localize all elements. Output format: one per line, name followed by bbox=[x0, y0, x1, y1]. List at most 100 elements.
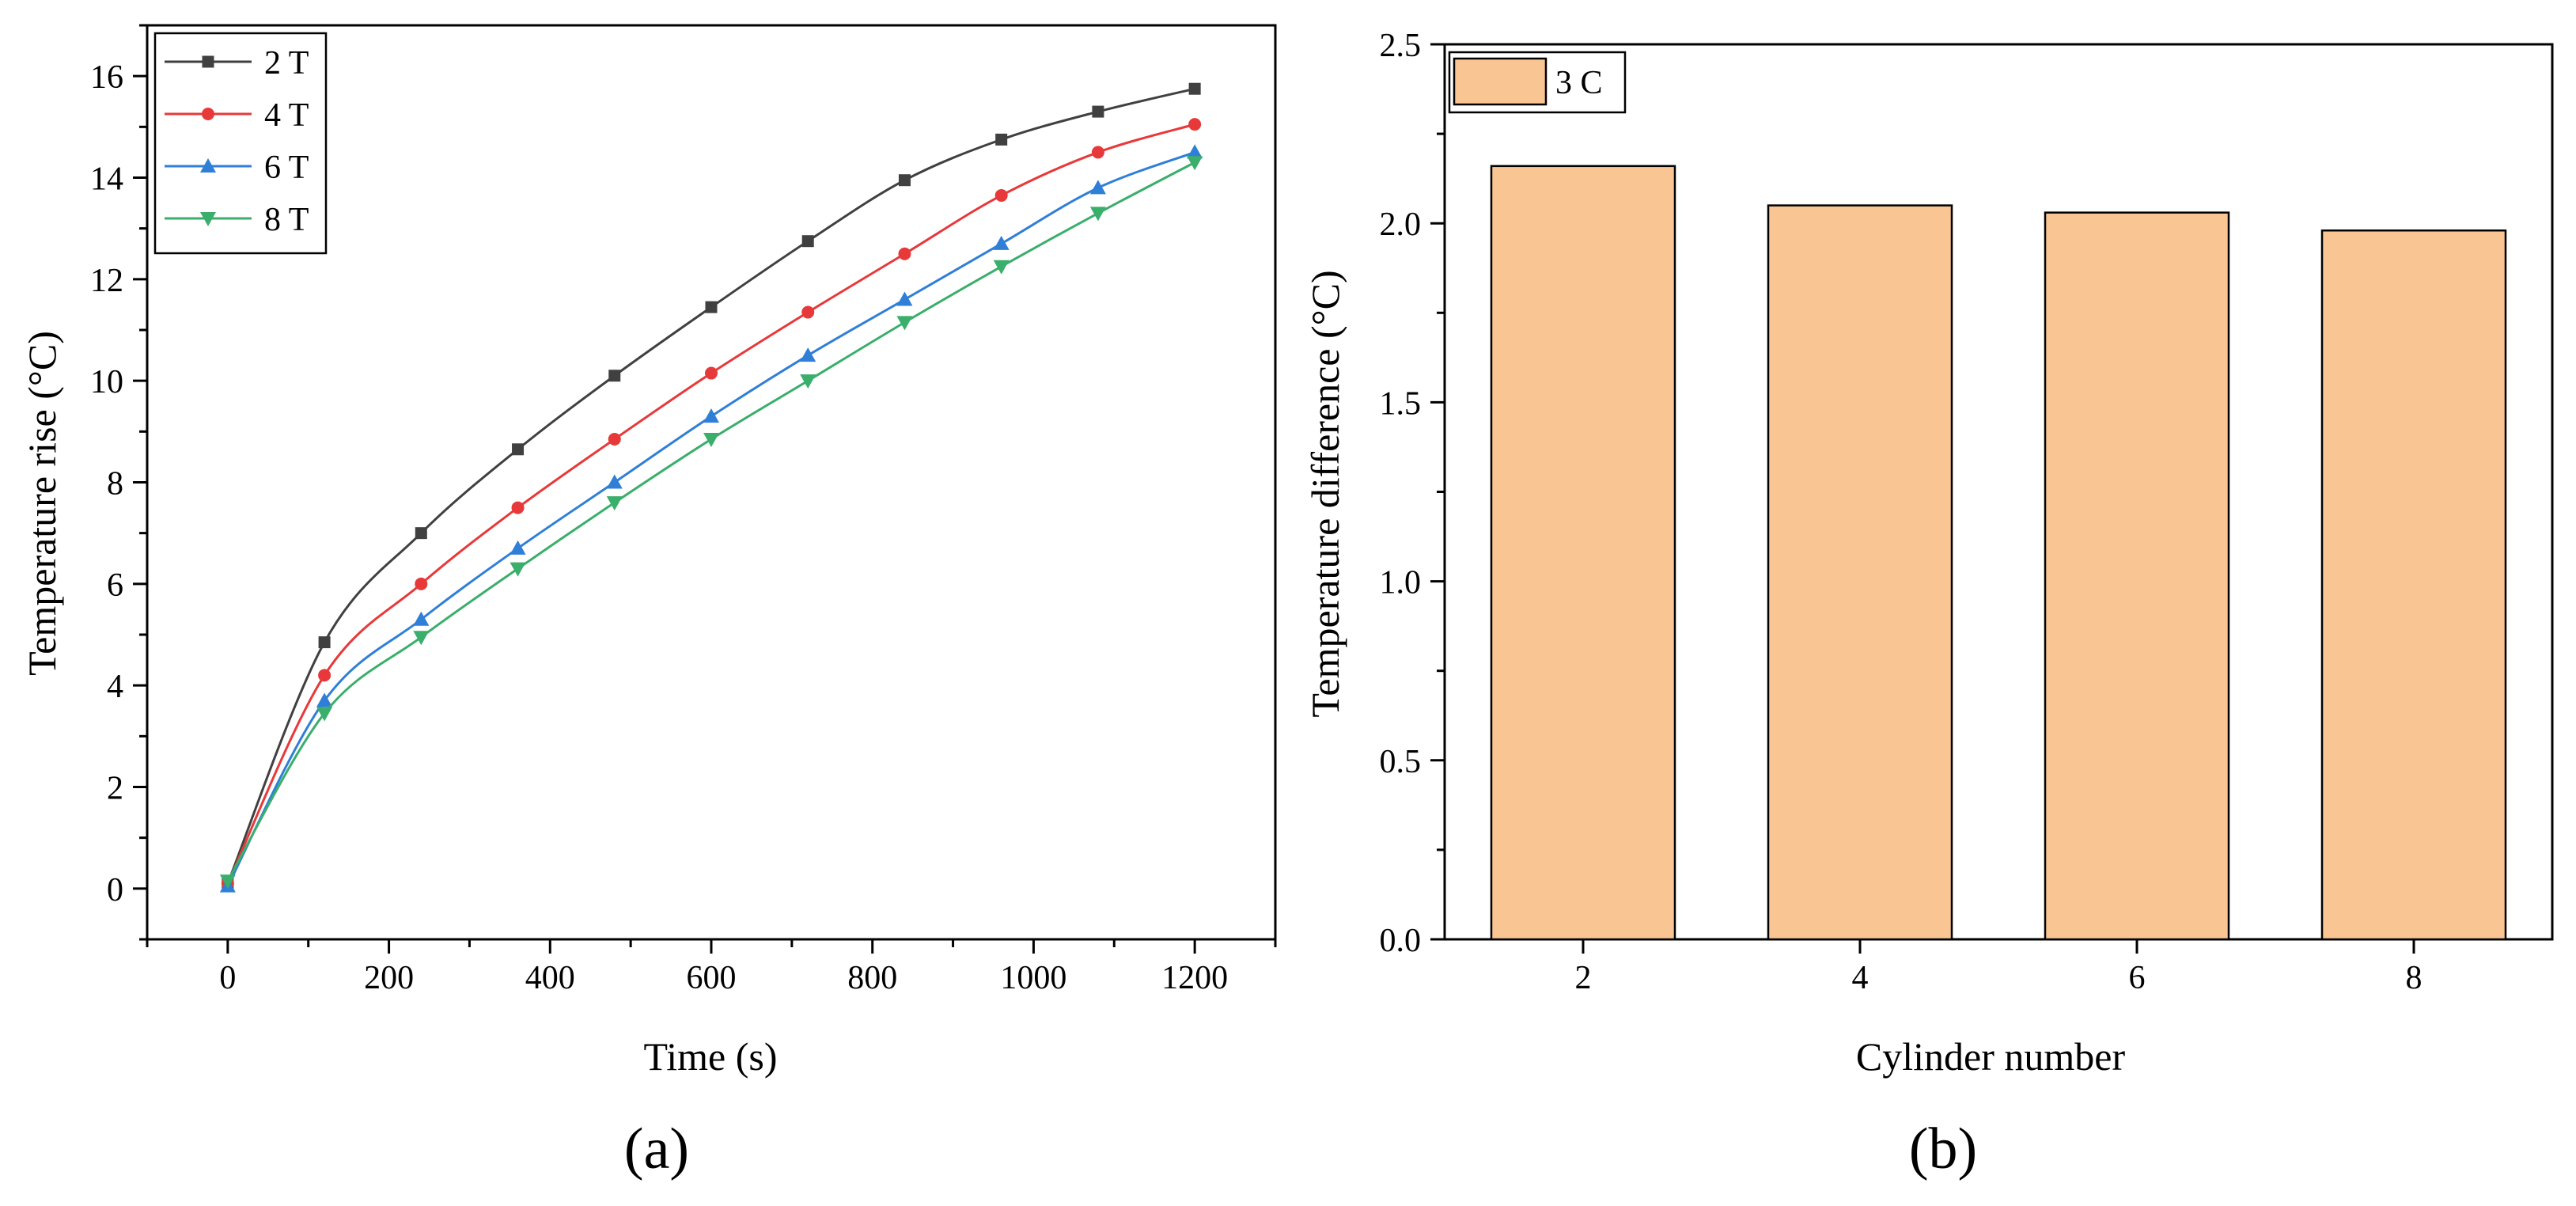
data-point bbox=[898, 247, 911, 260]
series-line bbox=[226, 161, 1195, 882]
y-tick-label-a: 14 bbox=[90, 161, 123, 198]
data-point bbox=[994, 188, 1008, 202]
y-tick-label-a: 10 bbox=[90, 364, 123, 400]
data-point bbox=[898, 174, 911, 187]
data-point bbox=[606, 496, 623, 511]
y-tick-label-a: 4 bbox=[107, 669, 123, 705]
y-tick-label-b: 2.5 bbox=[1380, 28, 1422, 64]
data-point bbox=[606, 474, 623, 489]
y-tick-label-b: 2.0 bbox=[1380, 207, 1422, 243]
data-point bbox=[800, 374, 816, 389]
data-point bbox=[413, 631, 430, 646]
panel-a-line-chart: 0 200 400 600 800 1000 1200 0 2 4 6 8 10 12 14 16 2 T 4 T… bbox=[20, 24, 1277, 1181]
data-point bbox=[316, 707, 333, 722]
legend-marker bbox=[200, 212, 216, 226]
data-point bbox=[510, 562, 526, 577]
data-point bbox=[801, 235, 814, 248]
legend-item: 6 T bbox=[165, 150, 309, 186]
series-line bbox=[226, 151, 1195, 887]
x-axis-title-b: Cylinder number bbox=[1856, 1034, 2126, 1079]
series-8t bbox=[219, 156, 1203, 889]
panel-label-b: (b) bbox=[1909, 1117, 1977, 1181]
data-point bbox=[608, 432, 621, 446]
bar bbox=[2044, 211, 2230, 941]
legend-label: 4 T bbox=[264, 97, 309, 134]
legend-label: 8 T bbox=[264, 202, 309, 238]
y-tick-label-b: 1.0 bbox=[1380, 565, 1422, 601]
data-point bbox=[318, 669, 331, 682]
legend-b: 3 C bbox=[1448, 51, 1627, 114]
panel-label-a: (a) bbox=[624, 1117, 689, 1181]
plot-area-b: 0.0 0.5 1.0 1.5 2.0 2.5 2 4 6 8 3 C bbox=[1380, 28, 2554, 996]
data-point bbox=[512, 443, 525, 456]
bar bbox=[1767, 204, 1953, 941]
series-line bbox=[226, 123, 1195, 885]
data-point bbox=[1187, 144, 1203, 159]
data-point bbox=[413, 611, 430, 626]
data-point bbox=[703, 432, 719, 447]
legend-item: 4 T bbox=[165, 97, 309, 134]
legend-item: 2 T bbox=[165, 45, 309, 82]
data-point bbox=[511, 501, 525, 514]
legend-swatch bbox=[1453, 57, 1547, 106]
y-axis-title-a: Temperature rise (°C) bbox=[20, 331, 64, 676]
legend-label: 3 C bbox=[1555, 65, 1603, 101]
y-tick-label-a: 8 bbox=[107, 466, 123, 502]
data-point bbox=[415, 577, 428, 590]
data-point bbox=[896, 291, 913, 306]
legend-label: 2 T bbox=[264, 45, 309, 82]
legend-marker bbox=[200, 158, 216, 173]
y-tick-label-a: 0 bbox=[107, 872, 123, 908]
series-2t bbox=[222, 82, 1201, 889]
x-tick-label-a: 1200 bbox=[1161, 960, 1228, 996]
y-tick-label-b: 0.5 bbox=[1380, 744, 1422, 780]
y-tick-label-a: 6 bbox=[107, 567, 123, 604]
legend-item: 8 T bbox=[165, 202, 309, 238]
data-point bbox=[801, 305, 815, 319]
series-line bbox=[226, 87, 1195, 884]
x-tick-label-a: 400 bbox=[525, 960, 575, 996]
data-point bbox=[219, 874, 236, 889]
x-axis-title-a: Time (s) bbox=[643, 1034, 777, 1079]
data-point bbox=[316, 692, 333, 707]
legend-label: 6 T bbox=[264, 150, 309, 186]
x-tick-label-b: 4 bbox=[1852, 960, 1869, 996]
y-tick-label-a: 2 bbox=[107, 771, 123, 807]
y-tick-label-b: 0.0 bbox=[1380, 923, 1422, 959]
data-point bbox=[800, 347, 816, 362]
data-point bbox=[510, 540, 526, 555]
bar bbox=[2320, 229, 2507, 941]
data-point bbox=[1092, 105, 1104, 118]
x-tick-label-b: 8 bbox=[2406, 960, 2423, 996]
data-point bbox=[318, 636, 331, 649]
x-tick-label-b: 2 bbox=[1575, 960, 1592, 996]
data-point bbox=[608, 370, 621, 382]
plot-area-a: 0 200 400 600 800 1000 1200 0 2 4 6 8 10 12 14 16 2 T 4 T… bbox=[90, 24, 1277, 996]
data-point bbox=[1187, 156, 1203, 171]
y-axis-title-b: Temperature difference (°C) bbox=[1303, 270, 1347, 717]
y-tick-label-a: 12 bbox=[90, 263, 123, 299]
data-point bbox=[1091, 146, 1104, 159]
legend-a: 2 T 4 T 6 T 8 T bbox=[153, 32, 328, 255]
legend-box-a bbox=[153, 32, 328, 255]
x-tick-label-a: 800 bbox=[847, 960, 897, 996]
data-point bbox=[896, 316, 913, 331]
data-point bbox=[993, 260, 1010, 275]
data-point bbox=[1089, 180, 1106, 195]
x-tick-label-a: 600 bbox=[687, 960, 737, 996]
legend-marker bbox=[202, 108, 214, 120]
data-point bbox=[1188, 118, 1202, 131]
data-point bbox=[1089, 207, 1106, 222]
data-point bbox=[705, 366, 718, 380]
bar bbox=[1490, 165, 1676, 941]
y-tick-label-a: 16 bbox=[90, 59, 123, 96]
panel-b-bar-chart: 0.0 0.5 1.0 1.5 2.0 2.5 2 4 6 8 3 C Cylinder numbe… bbox=[1303, 28, 2554, 1181]
series-4t bbox=[221, 118, 1202, 890]
legend-marker bbox=[202, 55, 214, 68]
data-point bbox=[703, 408, 719, 423]
x-tick-label-b: 6 bbox=[2129, 960, 2146, 996]
data-point bbox=[705, 301, 718, 313]
series-6t bbox=[219, 144, 1203, 893]
data-point bbox=[415, 527, 427, 540]
